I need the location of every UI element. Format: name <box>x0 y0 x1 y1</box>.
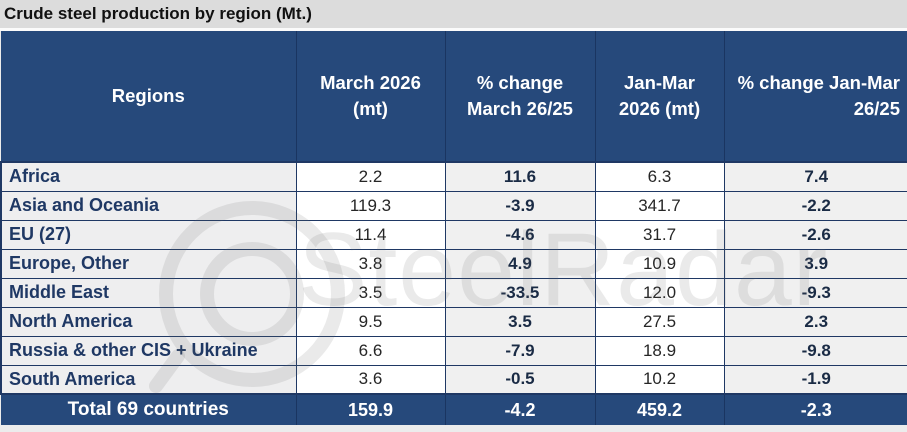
column-header-pct-change-janmar: % change Jan-Mar 26/25 <box>724 31 907 163</box>
region-cell: Asia and Oceania <box>0 190 297 221</box>
pct-march-value-cell: -4.6 <box>444 219 596 250</box>
pct-march-value-cell: -33.5 <box>444 277 596 308</box>
march-value-cell: 6.6 <box>295 335 446 366</box>
page-title: Crude steel production by region (Mt.) <box>0 0 907 28</box>
table-row: Middle East 3.5 -33.5 12.0 -9.3 <box>0 277 907 308</box>
pct-janmar-value-cell: 7.4 <box>723 161 907 192</box>
total-row: Total 69 countries 159.9 -4.2 459.2 -2.3 <box>1 393 907 425</box>
pct-janmar-value-cell: -2.6 <box>723 219 907 250</box>
janmar-value-cell: 341.7 <box>594 190 725 221</box>
pct-janmar-value-cell: -9.3 <box>723 277 907 308</box>
total-pct-janmar-cell: -2.3 <box>724 393 907 425</box>
steel-production-table: Regions March 2026 (mt) % change March 2… <box>0 31 907 425</box>
region-cell: Africa <box>0 161 297 192</box>
table-row: Asia and Oceania 119.3 -3.9 341.7 -2.2 <box>0 190 907 221</box>
total-pct-march-cell: -4.2 <box>445 393 596 425</box>
janmar-value-cell: 31.7 <box>594 219 725 250</box>
total-march-cell: 159.9 <box>296 393 446 425</box>
table-row: North America 9.5 3.5 27.5 2.3 <box>0 306 907 337</box>
pct-march-value-cell: -7.9 <box>444 335 596 366</box>
column-header-march-2026: March 2026 (mt) <box>296 31 446 163</box>
march-value-cell: 9.5 <box>295 306 446 337</box>
pct-janmar-value-cell: 2.3 <box>723 306 907 337</box>
pct-march-value-cell: 11.6 <box>444 161 596 192</box>
total-janmar-cell: 459.2 <box>595 393 725 425</box>
total-label-cell: Total 69 countries <box>1 393 297 425</box>
region-cell: EU (27) <box>0 219 297 250</box>
table-row: Russia & other CIS + Ukraine 6.6 -7.9 18… <box>0 335 907 366</box>
march-value-cell: 119.3 <box>295 190 446 221</box>
march-value-cell: 3.6 <box>295 364 446 395</box>
table-row: Europe, Other 3.8 4.9 10.9 3.9 <box>0 248 907 279</box>
pct-march-value-cell: -3.9 <box>444 190 596 221</box>
region-cell: Europe, Other <box>0 248 297 279</box>
column-header-pct-change-march: % change March 26/25 <box>445 31 596 163</box>
column-header-regions: Regions <box>1 31 297 163</box>
janmar-value-cell: 6.3 <box>594 161 725 192</box>
divider <box>0 28 907 31</box>
janmar-value-cell: 18.9 <box>594 335 725 366</box>
janmar-value-cell: 27.5 <box>594 306 725 337</box>
header-row: Regions March 2026 (mt) % change March 2… <box>1 31 907 163</box>
march-value-cell: 3.5 <box>295 277 446 308</box>
pct-janmar-value-cell: -1.9 <box>723 364 907 395</box>
march-value-cell: 11.4 <box>295 219 446 250</box>
table-row: Africa 2.2 11.6 6.3 7.4 <box>0 161 907 192</box>
march-value-cell: 3.8 <box>295 248 446 279</box>
march-value-cell: 2.2 <box>295 161 446 192</box>
janmar-value-cell: 12.0 <box>594 277 725 308</box>
pct-march-value-cell: 4.9 <box>444 248 596 279</box>
region-cell: Russia & other CIS + Ukraine <box>0 335 297 366</box>
janmar-value-cell: 10.9 <box>594 248 725 279</box>
janmar-value-cell: 10.2 <box>594 364 725 395</box>
pct-janmar-value-cell: -9.8 <box>723 335 907 366</box>
pct-march-value-cell: -0.5 <box>444 364 596 395</box>
table-row: South America 3.6 -0.5 10.2 -1.9 <box>0 364 907 395</box>
region-cell: Middle East <box>0 277 297 308</box>
region-cell: South America <box>0 364 297 395</box>
column-header-janmar-2026: Jan-Mar 2026 (mt) <box>595 31 725 163</box>
region-cell: North America <box>0 306 297 337</box>
table-row: EU (27) 11.4 -4.6 31.7 -2.6 <box>0 219 907 250</box>
pct-janmar-value-cell: 3.9 <box>723 248 907 279</box>
pct-janmar-value-cell: -2.2 <box>723 190 907 221</box>
pct-march-value-cell: 3.5 <box>444 306 596 337</box>
